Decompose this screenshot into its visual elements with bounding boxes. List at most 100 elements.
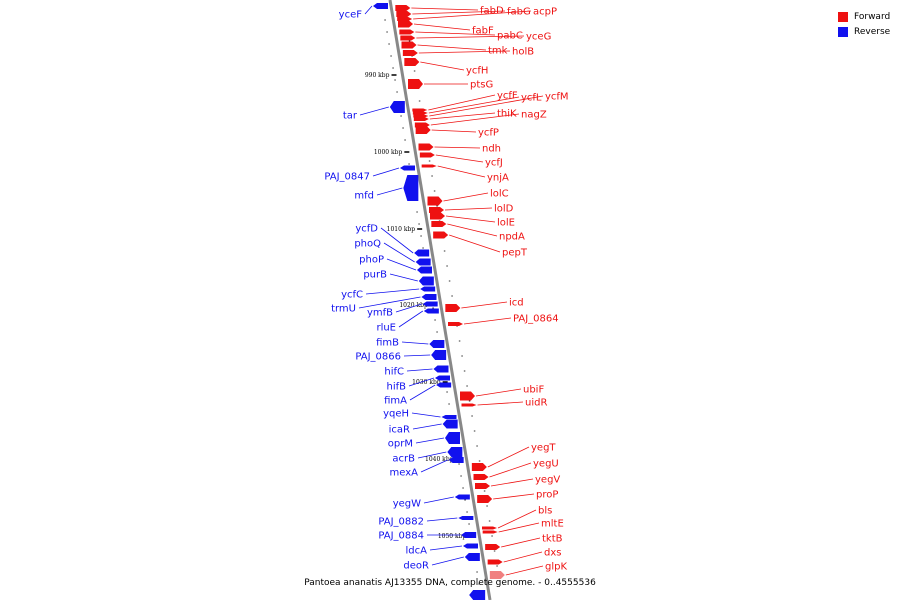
reverse-gene-leader (364, 5, 373, 15)
reverse-gene-label: yceF (339, 10, 363, 21)
forward-gene-leader (411, 7, 479, 11)
reverse-gene-leader (412, 423, 442, 430)
kbp-tick-label: 1040 kbp (425, 456, 454, 463)
forward-gene-leader (418, 50, 511, 54)
reverse-gene-leader (423, 496, 454, 504)
forward-gene-arrow (408, 79, 423, 89)
reverse-gene-arrow (389, 101, 405, 113)
forward-gene-leader (412, 10, 506, 15)
reverse-gene-leader (386, 258, 417, 271)
forward-gene-label: pepT (502, 248, 528, 259)
forward-gene-label: ycfH (466, 66, 488, 77)
forward-gene-arrow (448, 322, 463, 326)
reverse-gene-leader (426, 517, 458, 522)
forward-gene-leader (413, 23, 471, 31)
reverse-gene-label: hifB (387, 382, 407, 393)
reverse-gene-arrow (469, 590, 486, 600)
forward-gene-leader (490, 478, 534, 487)
forward-gene-arrow (421, 164, 437, 168)
reverse-gene-label: yegW (393, 499, 421, 510)
forward-gene-leader (447, 223, 498, 237)
reverse-gene-leader (358, 296, 421, 309)
forward-gene-arrow (412, 108, 428, 112)
forward-gene-label: mltE (541, 519, 564, 530)
reverse-gene-label: fimB (376, 338, 399, 349)
forward-gene-leader (487, 446, 530, 468)
reverse-gene-arrow (422, 301, 438, 307)
forward-gene-arrow (413, 117, 429, 121)
forward-gene-label: acpP (533, 7, 557, 18)
reverse-gene-leader (429, 545, 463, 551)
forward-gene-leader (417, 44, 487, 51)
forward-gene-leader (493, 493, 535, 500)
reverse-gene-leader (409, 384, 436, 401)
reverse-gene-leader (389, 273, 418, 282)
reverse-gene-label: ycfC (341, 290, 363, 301)
reverse-gene-leader (395, 303, 422, 313)
forward-gene-arrow (402, 50, 418, 56)
reverse-gene-leader (376, 187, 403, 196)
forward-gene-arrow (489, 571, 505, 579)
forward-gene-leader (475, 388, 522, 397)
forward-gene-arrow (397, 17, 413, 21)
forward-gene-leader (430, 113, 520, 126)
forward-gene-arrow (395, 5, 411, 11)
forward-gene-label: lolE (497, 218, 515, 229)
reverse-gene-leader (411, 412, 441, 418)
legend-reverse: Reverse (838, 24, 890, 39)
forward-gene-label: holB (512, 47, 534, 58)
forward-gene-arrow (487, 559, 503, 565)
forward-gene-label: dxs (544, 548, 561, 559)
forward-gene-leader (415, 31, 496, 36)
reverse-gene-arrow (436, 382, 452, 388)
reverse-gene-label: icaR (389, 425, 410, 436)
reverse-gene-label: fimA (384, 396, 407, 407)
reverse-gene-label: acrB (392, 454, 415, 465)
forward-gene-label: lolC (490, 189, 509, 200)
forward-gene-label: ycfF (497, 91, 518, 102)
forward-gene-arrow (404, 58, 420, 66)
forward-gene-label: yegV (535, 475, 560, 486)
forward-gene-label: uidR (525, 398, 547, 409)
reverse-gene-arrow (414, 249, 430, 257)
forward-gene-label: yegU (533, 459, 559, 470)
reverse-gene-arrow (373, 3, 388, 9)
kbp-tick-label: 1030 kbp (412, 379, 441, 386)
forward-gene-arrow (461, 403, 477, 407)
forward-gene-arrow (419, 152, 435, 158)
reverse-gene-leader (408, 377, 435, 387)
forward-gene-label: tktB (542, 534, 563, 545)
reverse-gene-arrow (441, 415, 457, 419)
forward-gene-leader (498, 522, 540, 533)
reverse-gene-label: rluE (376, 323, 396, 334)
reverse-gene-label: mfd (354, 191, 374, 202)
forward-gene-arrow (460, 391, 475, 401)
reverse-gene-label: purB (363, 270, 387, 281)
forward-gene-arrow (477, 495, 493, 503)
reverse-gene-label: PAJ_0882 (378, 517, 424, 528)
reverse-gene-leader (380, 227, 414, 254)
reverse-gene-arrow (458, 516, 474, 520)
reverse-gene-label: yqeH (383, 409, 409, 420)
forward-gene-leader (429, 95, 544, 117)
reverse-gene-arrow (435, 375, 450, 381)
forward-gene-arrow (418, 143, 434, 151)
reverse-gene-leader (431, 556, 464, 566)
reverse-gene-label: oprM (388, 439, 413, 450)
reverse-gene-label: PAJ_0847 (324, 172, 370, 183)
forward-gene-arrow (398, 20, 413, 28)
forward-gene-label: ptsG (470, 80, 493, 91)
reverse-gene-arrow (418, 276, 434, 286)
reverse-gene-leader (398, 310, 424, 328)
kbp-tick-label: 1010 kbp (387, 226, 416, 233)
reverse-gene-label: PAJ_0884 (378, 531, 424, 542)
forward-gene-arrow (413, 114, 429, 118)
forward-gene-label: ubiF (523, 385, 544, 396)
reverse-gene-arrow (442, 419, 458, 429)
forward-gene-arrow (400, 35, 416, 41)
reverse-gene-label: tar (343, 111, 358, 122)
legend-reverse-swatch (838, 26, 848, 37)
reverse-gene-arrow (423, 308, 439, 314)
reverse-gene-leader (420, 459, 448, 473)
